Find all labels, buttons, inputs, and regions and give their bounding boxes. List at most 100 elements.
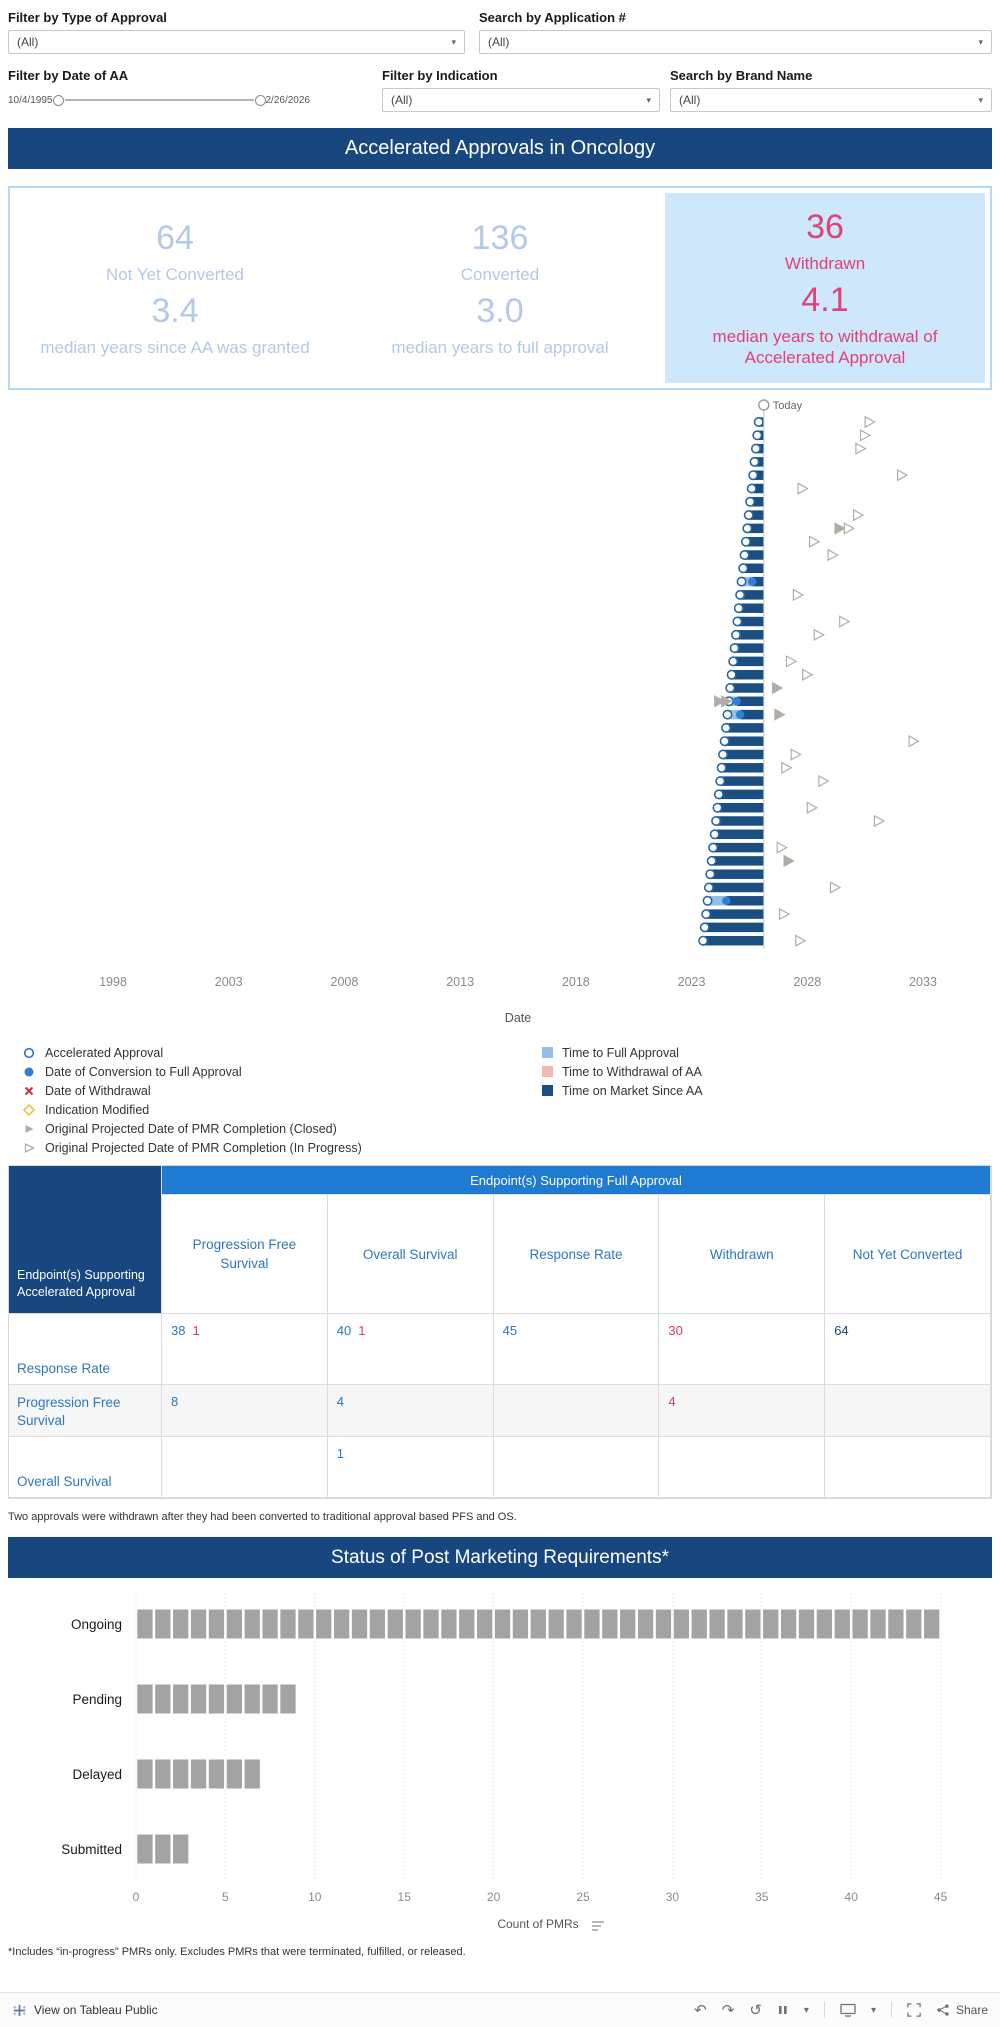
filters-row-1: Filter by Type of Approval (All) ▾ Searc… bbox=[8, 10, 992, 54]
filter-brand-name-dropdown[interactable]: (All) ▾ bbox=[670, 88, 992, 112]
table-cell[interactable] bbox=[493, 1437, 660, 1498]
column-header[interactable]: Response Rate bbox=[493, 1195, 660, 1314]
open-diamond-icon bbox=[22, 1103, 36, 1116]
pmr-title-bar: Status of Post Marketing Requirements* bbox=[8, 1537, 992, 1578]
column-header[interactable]: Overall Survival bbox=[327, 1195, 494, 1314]
share-button[interactable]: Share bbox=[936, 2003, 988, 2017]
filter-brand-name-label: Search by Brand Name bbox=[670, 68, 813, 83]
svg-text:30: 30 bbox=[666, 1890, 680, 1904]
card-withdrawn[interactable]: 36 Withdrawn 4.1 median years to withdra… bbox=[665, 193, 985, 383]
table-cell[interactable]: 40 1 bbox=[327, 1314, 494, 1385]
filter-type-of-approval-dropdown[interactable]: (All) ▾ bbox=[8, 30, 465, 54]
table-cell[interactable]: 45 bbox=[493, 1314, 660, 1385]
page-title: Accelerated Approvals in Oncology bbox=[344, 137, 656, 159]
table-cell[interactable] bbox=[825, 1437, 991, 1498]
table-cell[interactable] bbox=[825, 1385, 991, 1437]
table-cell[interactable]: 30 bbox=[659, 1314, 826, 1385]
legend-item-pmr-completion-closed[interactable]: Original Projected Date of PMR Completio… bbox=[22, 1119, 542, 1138]
cell-value: 4 bbox=[336, 1394, 345, 1409]
pause-updates-icon[interactable] bbox=[777, 2004, 789, 2016]
view-on-tableau-link[interactable]: View on Tableau Public bbox=[12, 2003, 158, 2018]
svg-text:Today: Today bbox=[773, 400, 803, 412]
legend-item-accelerated-approval[interactable]: Accelerated Approval bbox=[22, 1043, 542, 1062]
svg-text:Count of PMRs: Count of PMRs bbox=[497, 1917, 578, 1931]
row-header[interactable]: Overall Survival bbox=[9, 1437, 162, 1498]
slider-handle-right[interactable] bbox=[254, 94, 266, 106]
redo-icon[interactable]: ↷ bbox=[721, 2001, 735, 2019]
pmr-footnote: *Includes “in-progress” PMRs only. Exclu… bbox=[8, 1946, 466, 1958]
filter-application-number-dropdown[interactable]: (All) ▾ bbox=[479, 30, 992, 54]
chevron-down-icon[interactable]: ▾ bbox=[803, 2004, 809, 2016]
svg-text:Submitted: Submitted bbox=[61, 1842, 122, 1857]
date-range-slider[interactable]: 10/4/1995 2/26/2026 bbox=[8, 88, 310, 112]
table-cell[interactable]: 1 bbox=[327, 1437, 494, 1498]
svg-text:2018: 2018 bbox=[562, 975, 590, 989]
table-cell[interactable]: 4 bbox=[659, 1385, 826, 1437]
red-x-icon bbox=[24, 1086, 34, 1095]
count-label: Converted bbox=[460, 264, 540, 284]
table-cell[interactable]: 64 bbox=[825, 1314, 991, 1385]
svg-text:2013: 2013 bbox=[446, 975, 474, 989]
color-swatch bbox=[542, 1047, 553, 1058]
table-cell[interactable]: 4 bbox=[327, 1385, 494, 1437]
svg-text:2023: 2023 bbox=[678, 975, 706, 989]
tableau-toolbar: View on Tableau Public ↶ ↷ ↺ ▾ ▾ bbox=[0, 1992, 1000, 2027]
chevron-down-icon[interactable]: ▾ bbox=[870, 2004, 876, 2016]
table-cell[interactable]: 38 1 bbox=[162, 1314, 328, 1385]
column-header[interactable]: Withdrawn bbox=[659, 1195, 826, 1314]
legend-item-conversion-to-full-approval[interactable]: Date of Conversion to Full Approval bbox=[22, 1062, 542, 1081]
count-value: 36 bbox=[806, 208, 844, 246]
legend-item-time-to-full-approval[interactable]: Time to Full Approval bbox=[542, 1043, 703, 1062]
table-footnote: Two approvals were withdrawn after they … bbox=[8, 1511, 517, 1523]
card-converted[interactable]: 136 Converted 3.0 median years to full a… bbox=[340, 193, 660, 383]
legend-label: Indication Modified bbox=[45, 1102, 150, 1117]
endpoint-table: Endpoint(s) Supporting Accelerated Appro… bbox=[8, 1165, 992, 1499]
cell-value: 40 bbox=[336, 1323, 352, 1338]
table-cell[interactable] bbox=[493, 1385, 660, 1437]
filter-indication-label: Filter by Indication bbox=[382, 68, 498, 83]
legend-item-indication-modified[interactable]: Indication Modified bbox=[22, 1100, 542, 1119]
legend-item-date-of-withdrawal[interactable]: Date of Withdrawal bbox=[22, 1081, 542, 1100]
toolbar-actions: ↶ ↷ ↺ ▾ ▾ Share bbox=[694, 2002, 988, 2018]
column-header[interactable]: Progression Free Survival bbox=[162, 1195, 328, 1314]
legend-swatches-column: Time to Full Approval Time to Withdrawal … bbox=[542, 1043, 703, 1157]
slider-track[interactable] bbox=[64, 99, 254, 101]
legend-label: Time to Full Approval bbox=[562, 1045, 679, 1060]
svg-text:15: 15 bbox=[398, 1890, 412, 1904]
replay-icon[interactable]: ↺ bbox=[749, 2001, 762, 2019]
column-group-header[interactable]: Endpoint(s) Supporting Full Approval bbox=[162, 1166, 991, 1195]
timeline-chart[interactable]: Today 1998 2003 2008 2013 2018 2023 2028 2033 Dat… bbox=[8, 392, 992, 1037]
cell-value: 45 bbox=[502, 1323, 518, 1338]
display-settings-icon[interactable] bbox=[840, 2003, 856, 2017]
card-not-yet-converted[interactable]: 64 Not Yet Converted 3.4 median years si… bbox=[15, 193, 335, 383]
median-label: median years to full approval bbox=[391, 337, 609, 357]
tableau-logo bbox=[13, 2004, 26, 2016]
slider-start-date: 10/4/1995 bbox=[8, 94, 53, 106]
open-triangle-icon bbox=[24, 1142, 35, 1153]
svg-text:Date: Date bbox=[505, 1011, 531, 1025]
table-cell[interactable]: 8 bbox=[162, 1385, 328, 1437]
legend-label: Accelerated Approval bbox=[45, 1045, 164, 1060]
svg-text:35: 35 bbox=[755, 1890, 769, 1904]
dropdown-value: (All) bbox=[391, 93, 413, 107]
legend-item-time-to-withdrawal-of-aa[interactable]: Time to Withdrawal of AA bbox=[542, 1062, 703, 1081]
toolbar-separator bbox=[823, 2002, 825, 2018]
legend-item-time-on-market-since-aa[interactable]: Time on Market Since AA bbox=[542, 1081, 703, 1100]
row-header[interactable]: Response Rate bbox=[9, 1314, 162, 1385]
pmr-chart[interactable]: 0 5 10 15 20 25 30 35 40 45 Ongoing Pending Delayed S… bbox=[8, 1584, 992, 1936]
slider-handle-left[interactable] bbox=[52, 94, 64, 106]
row-header[interactable]: Progression Free Survival bbox=[9, 1385, 162, 1437]
median-label: median years to withdrawal of Accelerate… bbox=[712, 327, 938, 367]
table-cell[interactable] bbox=[162, 1437, 328, 1498]
dropdown-value: (All) bbox=[17, 35, 39, 49]
table-corner-header[interactable]: Endpoint(s) Supporting Accelerated Appro… bbox=[9, 1166, 162, 1314]
legend-item-pmr-completion-in-progress[interactable]: Original Projected Date of PMR Completio… bbox=[22, 1138, 542, 1157]
undo-icon[interactable]: ↶ bbox=[694, 2001, 707, 2019]
count-value: 64 bbox=[156, 218, 194, 257]
legend-label: Date of Conversion to Full Approval bbox=[45, 1064, 242, 1079]
column-header[interactable]: Not Yet Converted bbox=[825, 1195, 991, 1314]
fullscreen-icon[interactable] bbox=[907, 2003, 921, 2017]
filter-indication-dropdown[interactable]: (All) ▾ bbox=[382, 88, 660, 112]
color-swatch bbox=[542, 1085, 553, 1096]
table-cell[interactable] bbox=[659, 1437, 826, 1498]
